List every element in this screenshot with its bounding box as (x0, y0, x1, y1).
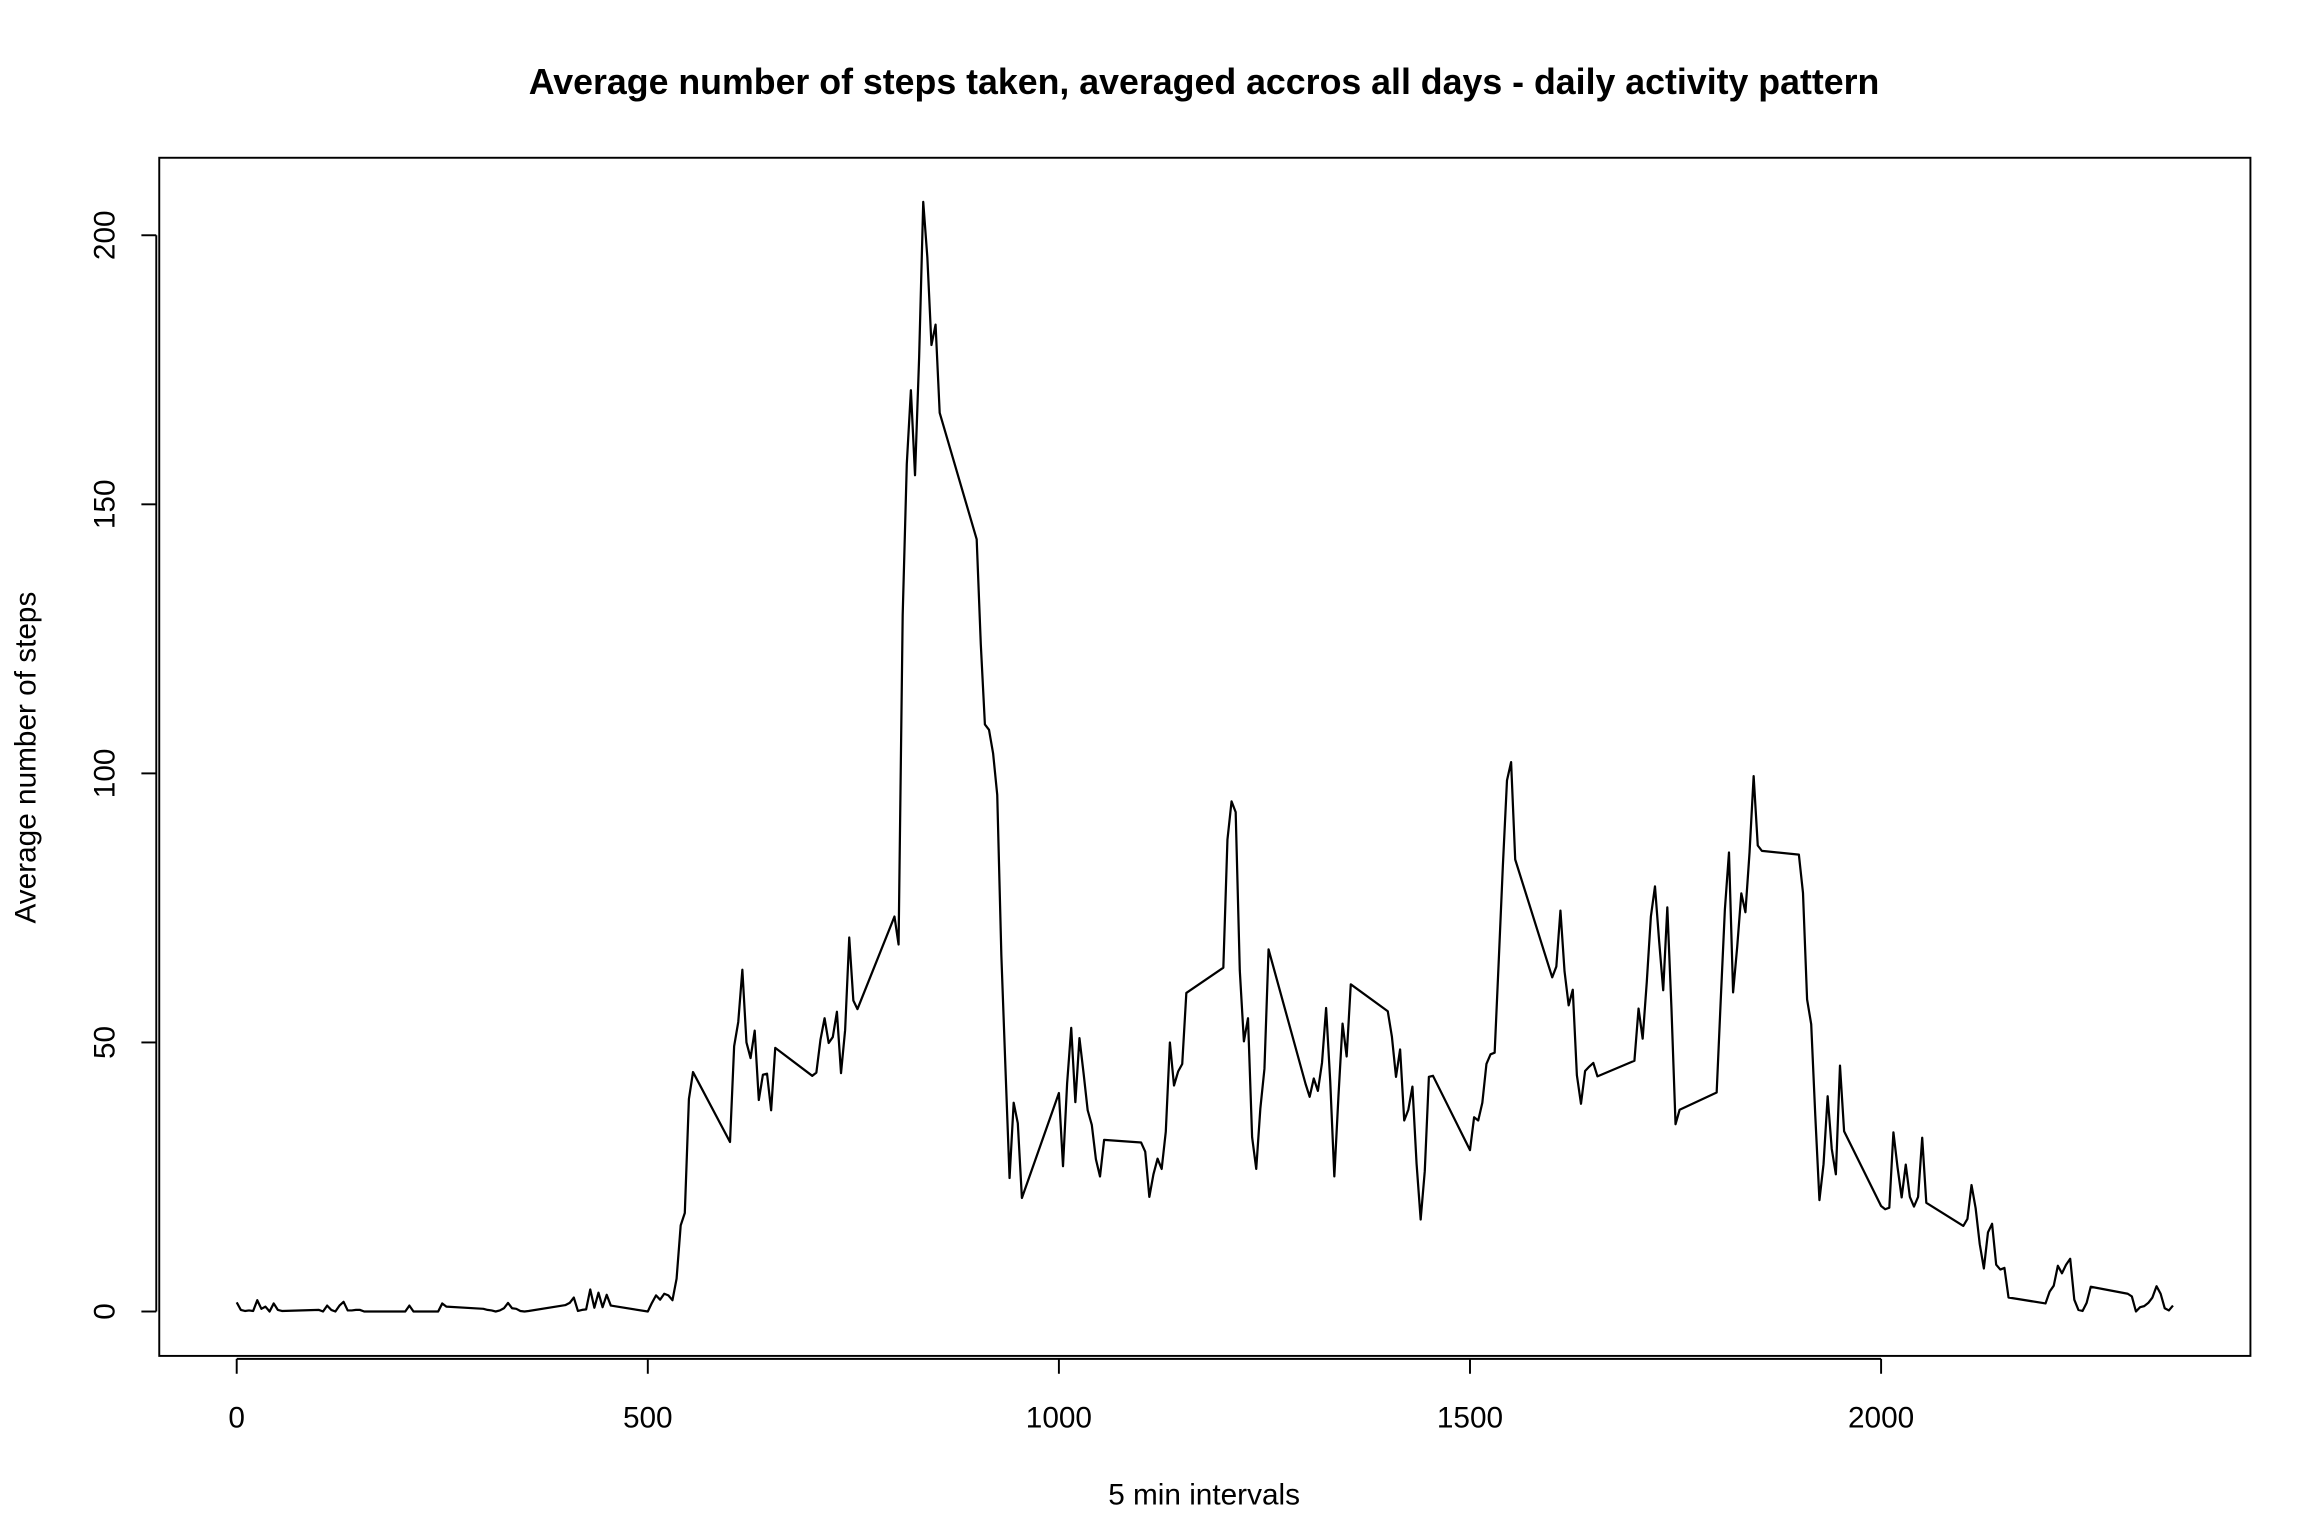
x-axis-label: 5 min intervals (1108, 1479, 1300, 1512)
x-tick-label: 1500 (1437, 1401, 1503, 1434)
y-tick-label: 100 (89, 749, 122, 799)
x-tick-label: 2000 (1848, 1401, 1914, 1434)
x-tick-label: 1000 (1026, 1401, 1092, 1434)
y-tick-label: 200 (89, 210, 122, 260)
plot-frame (158, 156, 2252, 1357)
x-tick-label: 500 (623, 1401, 673, 1434)
y-tick-label: 0 (89, 1303, 122, 1320)
x-tick-label: 0 (228, 1401, 245, 1434)
y-tick-label: 150 (89, 480, 122, 530)
y-tick-label: 50 (89, 1026, 122, 1059)
chart-title: Average number of steps taken, averaged … (529, 62, 1880, 102)
data-line (235, 200, 2174, 1313)
y-axis-label: Average number of steps (10, 592, 43, 924)
